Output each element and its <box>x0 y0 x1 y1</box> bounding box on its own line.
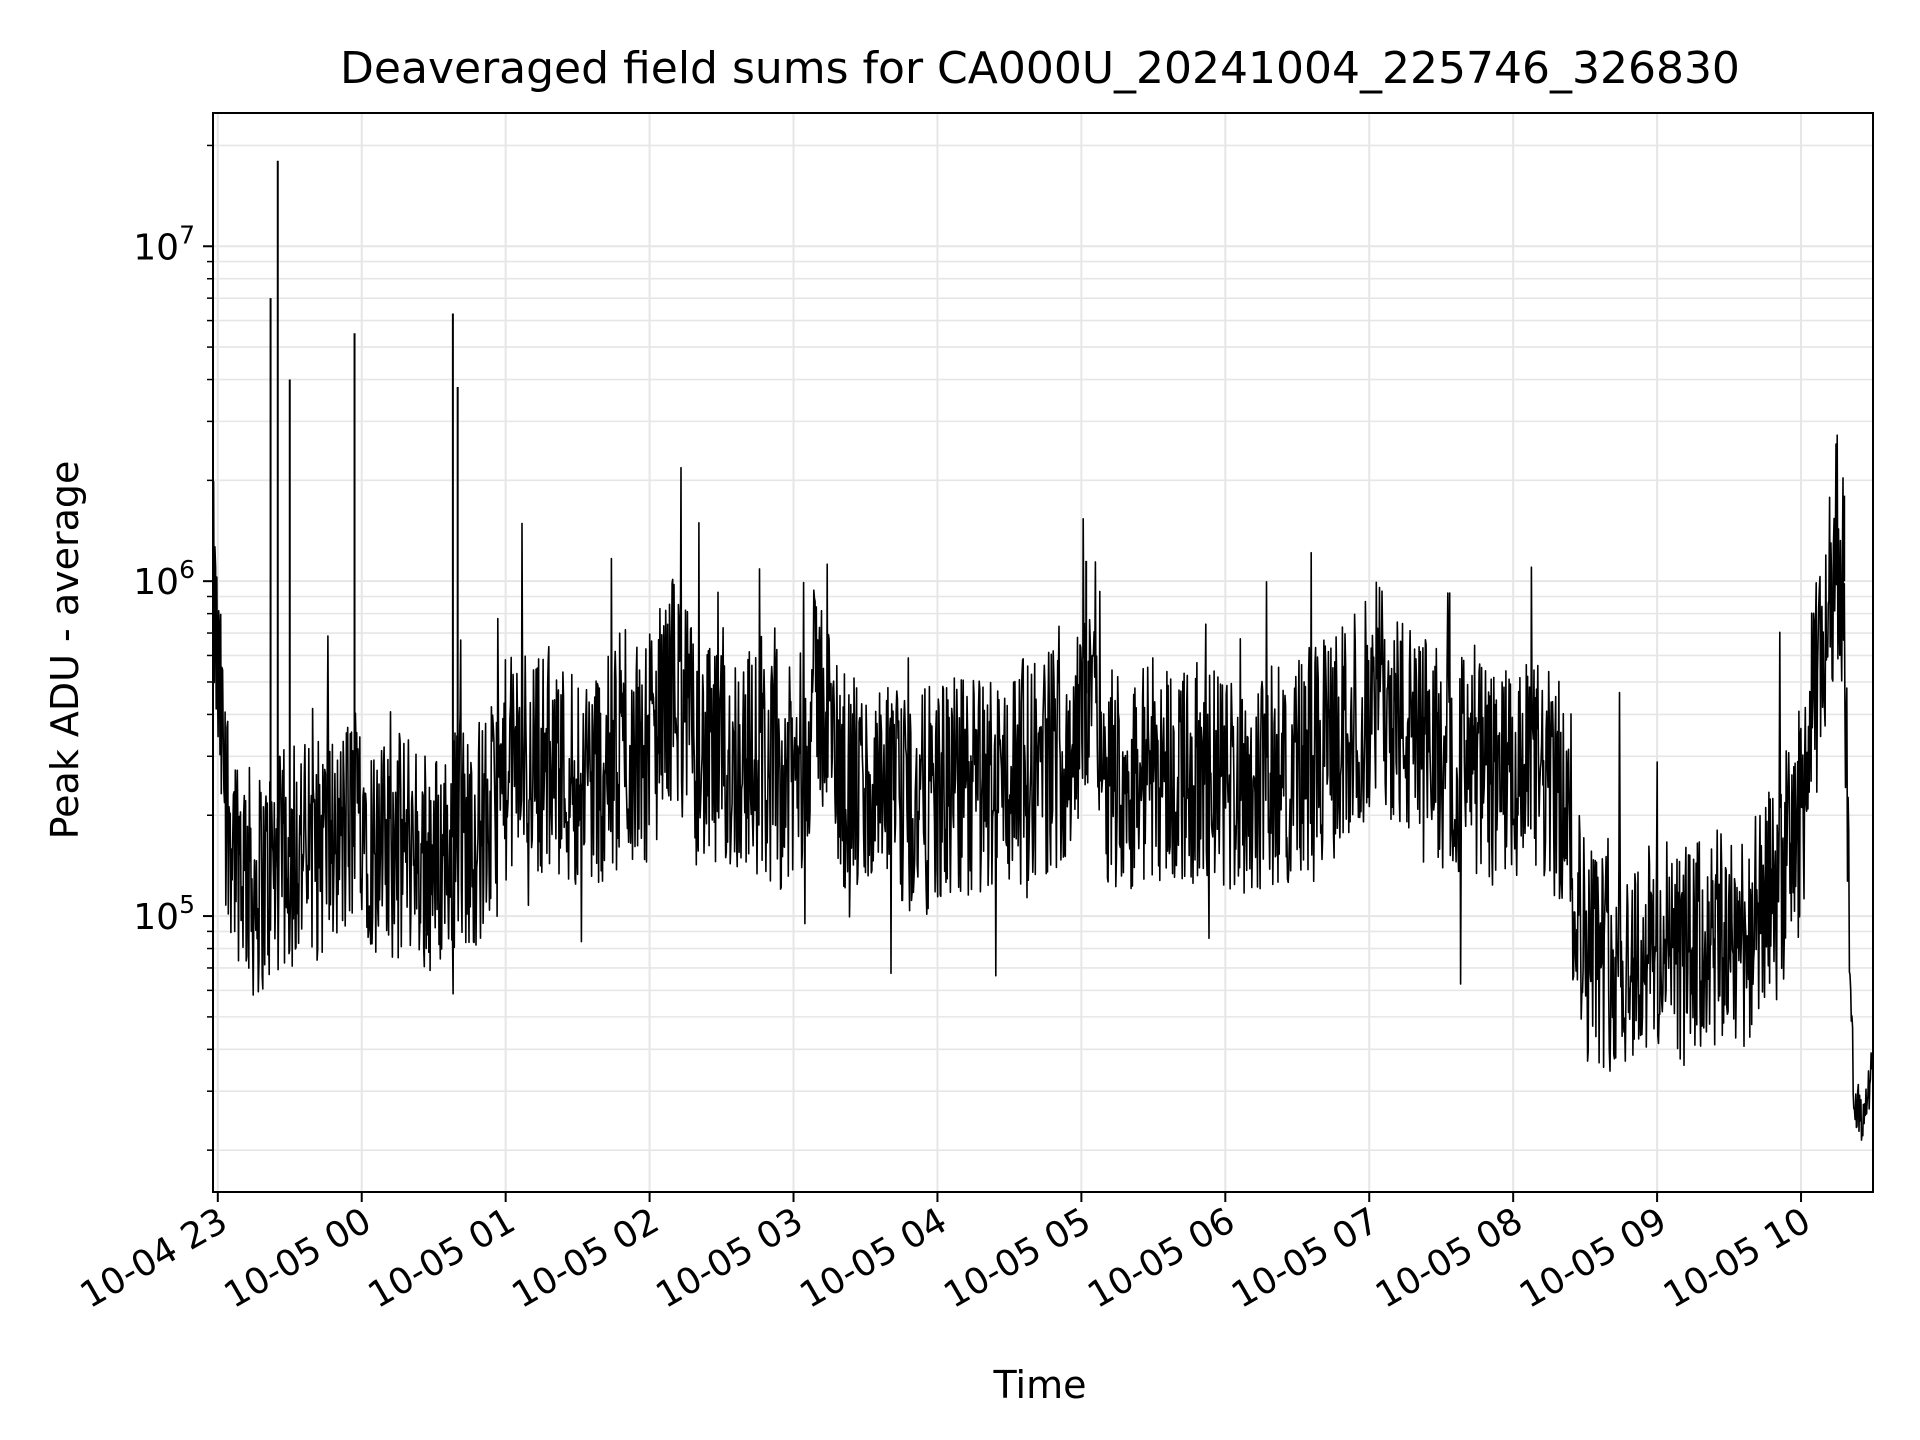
series-layer <box>212 160 1874 1141</box>
series-line <box>212 434 1874 1141</box>
y-tick-label: 107 <box>133 220 195 268</box>
chart-title: Deaveraged field sums for CA000U_2024100… <box>340 43 1740 94</box>
y-tick-label: 106 <box>133 555 195 603</box>
y-tick-label: 105 <box>133 890 195 938</box>
x-axis-label: Time <box>993 1363 1087 1407</box>
y-axis-label: Peak ADU - average <box>43 461 87 840</box>
y-axis: 105 106 107 <box>133 144 213 1151</box>
plot-frame <box>212 112 1874 1193</box>
